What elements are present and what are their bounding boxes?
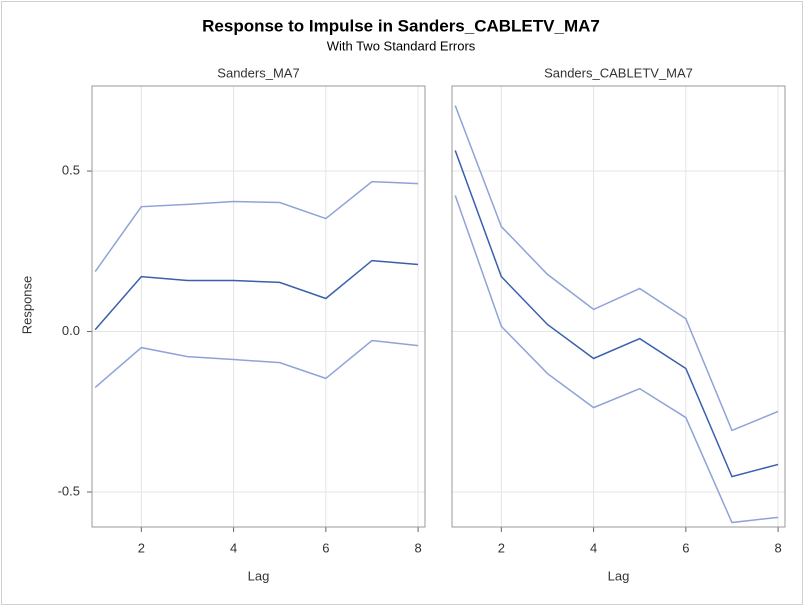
- y-tick-label: 0.5: [62, 162, 80, 177]
- x-tick-label: 4: [590, 540, 597, 555]
- series-line: [94, 339, 419, 388]
- x-tick-label: 6: [682, 540, 689, 555]
- series-line: [94, 259, 419, 331]
- x-axis-label: Lag: [248, 568, 270, 583]
- y-tick-label: -0.5: [58, 483, 80, 498]
- x-tick-label: 2: [138, 540, 145, 555]
- panel-title: Sanders_MA7: [217, 65, 299, 80]
- chart-title: Response to Impulse in Sanders_CABLETV_M…: [202, 16, 600, 35]
- series-line: [454, 105, 779, 432]
- y-axis-label: Response: [19, 276, 34, 335]
- x-tick-label: 4: [230, 540, 237, 555]
- panel-title: Sanders_CABLETV_MA7: [544, 65, 693, 80]
- series-line: [454, 195, 779, 524]
- x-tick-label: 6: [322, 540, 329, 555]
- x-tick-label: 2: [498, 540, 505, 555]
- x-tick-label: 8: [774, 540, 781, 555]
- panel-border: [451, 85, 786, 528]
- panel-border: [91, 85, 426, 528]
- chart-subtitle: With Two Standard Errors: [327, 38, 476, 53]
- series-line: [454, 150, 779, 478]
- x-tick-label: 8: [414, 540, 421, 555]
- x-axis-label: Lag: [608, 568, 630, 583]
- y-tick-label: 0.0: [62, 323, 80, 338]
- series-line: [94, 180, 419, 272]
